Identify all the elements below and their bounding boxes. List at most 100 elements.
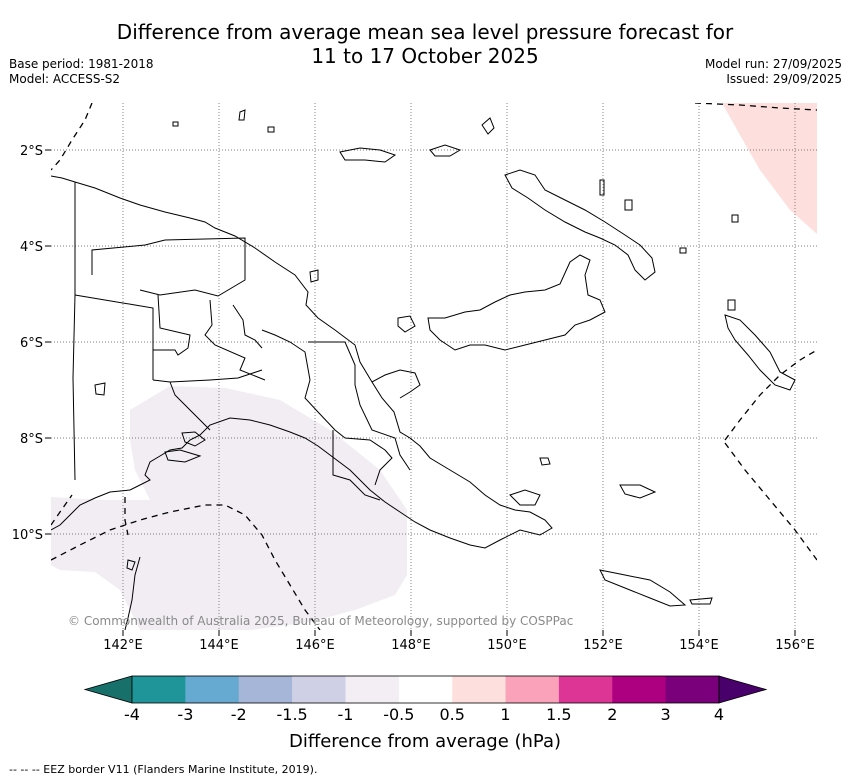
colorbar-cell (345, 676, 400, 703)
manus-island-coast (339, 147, 397, 163)
colorbar-title: Difference from average (hPa) (288, 731, 562, 752)
border-gulf-1 (261, 329, 346, 439)
border-sepik-1 (139, 237, 246, 297)
chart-title: Difference from average mean sea level p… (0, 20, 850, 68)
lon-label: 144°E (199, 638, 239, 653)
colorbar-cell (558, 676, 613, 703)
copyright-text: © Commonwealth of Australia 2025, Bureau… (68, 614, 574, 628)
eez-west (51, 103, 93, 171)
colorbar-cell (238, 676, 293, 703)
lon-label: 156°E (775, 638, 815, 653)
border-morobe-1 (308, 341, 411, 471)
lat-ticks (45, 149, 51, 535)
bougainville-coast (724, 314, 796, 391)
colorbar-tick: 1.5 (546, 705, 572, 724)
lon-labels: 142°E 144°E 146°E 148°E 150°E 152°E 154°… (103, 638, 815, 653)
lat-label: 8°S (20, 432, 43, 447)
base-period: Base period: 1981-2018 (9, 57, 154, 71)
lon-label: 146°E (295, 638, 335, 653)
lon-label: 154°E (679, 638, 719, 653)
colorbar-tick: 3 (660, 705, 671, 724)
dentrecasteaux-coast (509, 489, 541, 506)
lon-label: 150°E (487, 638, 527, 653)
gridlines (51, 103, 817, 630)
colorbar-tick: -0.5 (383, 705, 415, 724)
border-western-1 (152, 369, 263, 383)
huon-peninsula-coast (371, 369, 421, 399)
model-info: Base period: 1981-2018 Model: ACCESS-S2 (9, 57, 154, 87)
colorbar-cell (612, 676, 667, 703)
border-highlands-3 (232, 304, 263, 349)
colorbar-cell (185, 676, 240, 703)
border-western-2 (169, 381, 211, 431)
map-area (51, 103, 817, 630)
colorbar-tick: 2 (607, 705, 618, 724)
eez-southwest (51, 504, 321, 630)
colorbar-tick: 4 (713, 705, 725, 724)
international-border (72, 182, 76, 481)
eez-cape-york (124, 497, 129, 536)
torres-strait-islands (94, 382, 136, 571)
karkar-island-coast (309, 269, 319, 283)
colorbar-cell (452, 676, 507, 703)
border-sandaun-2 (91, 239, 166, 275)
colorbar-min-extension (83, 675, 133, 704)
title-line-1: Difference from average mean sea level p… (116, 20, 734, 44)
trobriand-coast (539, 457, 551, 466)
border-highlands-2 (204, 299, 266, 381)
eez-southeast (724, 349, 817, 441)
province-borders (72, 182, 411, 501)
colorbar-cell (132, 676, 186, 703)
border-oro-1 (344, 437, 393, 486)
negative-anomaly-region (51, 386, 407, 630)
north-coast-islets (172, 109, 739, 254)
new-britain-coast (427, 254, 606, 351)
issued-date: Issued: 29/09/2025 (726, 72, 842, 86)
colorbar-tick: 0.5 (439, 705, 465, 724)
eez-borders (51, 103, 817, 630)
colorbar-cell (665, 676, 720, 703)
lat-label: 6°S (20, 336, 43, 351)
colorbar-tick: -1.5 (276, 705, 308, 724)
colorbar (83, 675, 768, 704)
colorbar-tick-labels: -4 -3 -2 -1.5 -1 -0.5 0.5 1 1.5 2 3 4 (0, 705, 850, 727)
colorbar-tick: 1 (500, 705, 511, 724)
lat-label: 4°S (20, 240, 43, 255)
eez-southeast-2 (724, 442, 817, 561)
fly-delta-islands (164, 431, 206, 463)
coastlines (51, 109, 796, 630)
positive-anomaly-region (722, 103, 817, 234)
lon-ticks (122, 630, 796, 636)
cape-york-coast (124, 556, 141, 630)
colorbar-cell (398, 676, 453, 703)
umboi-island-coast (397, 315, 416, 333)
colorbar-cell (292, 676, 346, 703)
colorbar-cell (505, 676, 560, 703)
lon-label: 152°E (583, 638, 623, 653)
woodlark-coast (619, 484, 657, 499)
lat-label: 10°S (12, 528, 43, 543)
eez-northeast (694, 103, 817, 111)
bismarck-islets (481, 117, 736, 605)
model-name: Model: ACCESS-S2 (9, 72, 121, 86)
model-run: Model run: 27/09/2025 (704, 57, 842, 71)
colorbar-tick: -2 (230, 705, 247, 724)
new-ireland-coast (504, 169, 656, 281)
lon-label: 142°E (103, 638, 143, 653)
title-line-2: 11 to 17 October 2025 (311, 44, 539, 68)
colorbar-outline (131, 675, 720, 704)
colorbar-tick: -3 (177, 705, 194, 724)
border-sandaun-1 (74, 294, 154, 380)
colorbar-tick: -1 (337, 705, 354, 724)
lat-labels: 2°S 4°S 6°S 8°S 10°S (12, 144, 43, 543)
louisiade-coast (599, 569, 687, 607)
colorbar-tick: -4 (124, 705, 140, 724)
run-info: Model run: 27/09/2025 Issued: 29/09/2025 (705, 57, 842, 87)
border-highlands-1 (153, 294, 191, 356)
eez-footnote: -- -- -- EEZ border V11 (Flanders Marine… (9, 763, 318, 776)
eez-west-2 (51, 494, 73, 526)
lon-label: 148°E (391, 638, 431, 653)
lat-label: 2°S (20, 144, 43, 159)
new-hanover-coast (429, 144, 462, 157)
